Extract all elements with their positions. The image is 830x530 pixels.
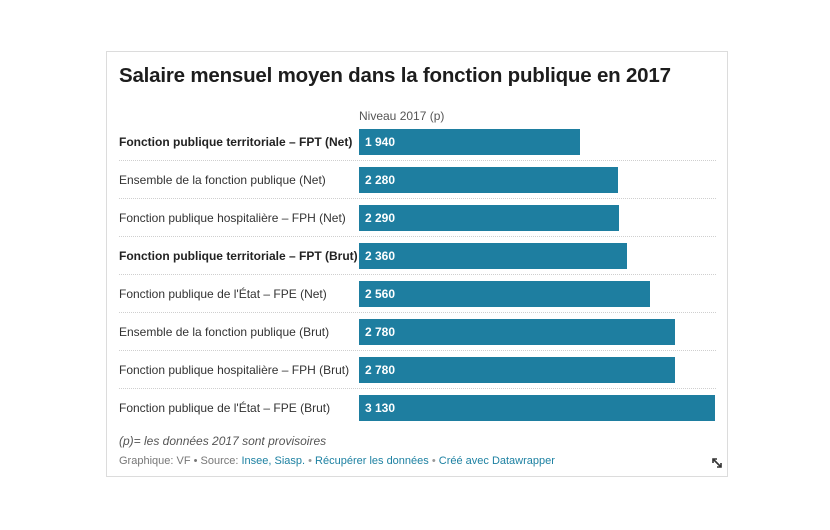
category-label: Ensemble de la fonction publique (Net) [119,173,326,187]
row-divider [119,388,716,389]
value-label: 2 780 [365,325,396,339]
category-label: Fonction publique de l'État – FPE (Brut) [119,401,331,415]
bar [359,243,628,269]
footer-separator: • [305,455,316,467]
value-label: 1 940 [365,135,396,149]
download-data-link[interactable]: Récupérer les données [315,455,429,467]
bar-row: Ensemble de la fonction publique (Net) 2 … [119,161,716,199]
value-label: 2 780 [365,363,396,377]
datawrapper-link[interactable]: Créé avec Datawrapper [438,455,555,467]
value-label: 2 560 [365,287,396,301]
bar-row: Fonction publique hospitalière – FPH (Br… [119,351,716,389]
chart-card: Salaire mensuel moyen dans la fonction p… [106,51,728,477]
source-link[interactable]: Insee, Siasp. [241,455,306,467]
bar-row: Fonction publique de l'État – FPE (Net) 2… [119,275,716,313]
footer-prefix: Graphique: VF • Source: [119,455,242,467]
category-label: Fonction publique territoriale – FPT (Ne… [119,135,353,149]
footer-separator: • [428,455,439,467]
chart-note: (p)= les données 2017 sont provisoires [119,434,327,448]
resize-arrows-icon[interactable] [711,457,723,469]
category-label: Fonction publique territoriale – FPT (Br… [119,249,358,263]
bar [359,319,676,345]
row-divider [119,160,716,161]
bar [359,167,619,193]
bar-row: Fonction publique territoriale – FPT (Ne… [119,123,716,161]
bar [359,205,620,231]
bar-row: Fonction publique territoriale – FPT (Br… [119,237,716,275]
value-label: 2 360 [365,249,396,263]
bar [359,129,580,155]
row-divider [119,312,716,313]
row-divider [119,198,716,199]
category-label: Fonction publique hospitalière – FPH (Br… [119,363,350,377]
row-divider [119,274,716,275]
bar [359,395,715,421]
value-label: 2 280 [365,173,396,187]
row-divider [119,236,716,237]
value-label: 3 130 [365,401,396,415]
chart-footer: Graphique: VF • Source: Insee, Siasp. • … [119,455,555,467]
bar-row: Fonction publique de l'État – FPE (Brut)… [119,389,716,427]
bar [359,281,651,307]
value-label: 2 290 [365,211,396,225]
bar-row: Ensemble de la fonction publique (Brut) 2… [119,313,716,351]
column-header: Niveau 2017 (p) [359,109,445,123]
bar-row: Fonction publique hospitalière – FPH (Ne… [119,199,716,237]
chart-title: Salaire mensuel moyen dans la fonction p… [119,64,671,87]
category-label: Fonction publique hospitalière – FPH (Ne… [119,211,346,225]
category-label: Fonction publique de l'État – FPE (Net) [119,287,327,301]
category-label: Ensemble de la fonction publique (Brut) [119,325,330,339]
bar [359,357,676,383]
row-divider [119,350,716,351]
